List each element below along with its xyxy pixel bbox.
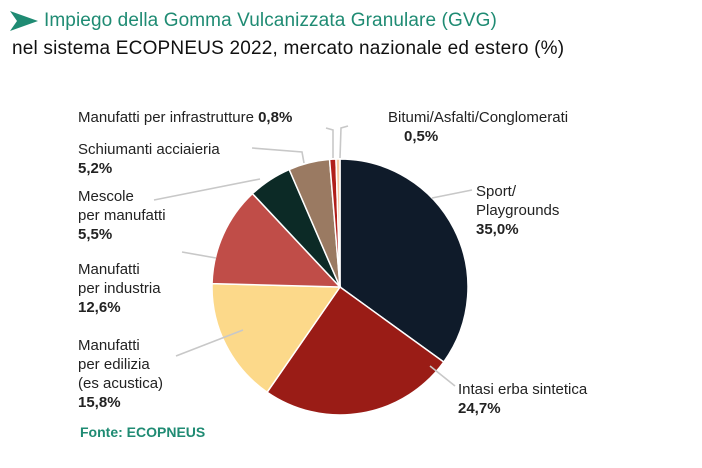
slice-value-1: 24,7% bbox=[458, 400, 501, 417]
chart-subtitle: nel sistema ECOPNEUS 2022, mercato nazio… bbox=[12, 38, 565, 59]
slice-label-2-line-2: (es acustica) bbox=[78, 375, 163, 392]
slice-label-3-line-1: per industria bbox=[78, 280, 161, 297]
leader-line-5 bbox=[251, 147, 305, 164]
slice-label-2-line-0: Manufatti bbox=[78, 337, 140, 354]
arrow-icon bbox=[10, 11, 38, 31]
slice-label-2-line-1: per edilizia bbox=[78, 356, 150, 373]
leader-line-6 bbox=[325, 127, 334, 158]
slice-label-4-line-1: per manufatti bbox=[78, 207, 166, 224]
slice-label-0-line-0: Sport/ bbox=[476, 183, 517, 200]
leader-line-0 bbox=[431, 189, 473, 199]
slice-label-6: Manufatti per infrastrutture 0,8% bbox=[78, 109, 292, 126]
pie-slice-2 bbox=[211, 282, 342, 394]
title-row: Impiego della Gomma Vulcanizzata Granula… bbox=[10, 10, 564, 32]
slice-label-0-line-1: Playgrounds bbox=[476, 202, 559, 219]
pie-slice-1 bbox=[266, 285, 445, 416]
source-note: Fonte: ECOPNEUS bbox=[80, 424, 206, 440]
slice-label-4-line-0: Mescole bbox=[78, 188, 134, 205]
slice-value-5: 5,2% bbox=[78, 160, 112, 177]
slice-value-2: 15,8% bbox=[78, 394, 121, 411]
leader-line-7 bbox=[339, 125, 349, 159]
slice-value-3: 12,6% bbox=[78, 299, 121, 316]
chart-title: Impiego della Gomma Vulcanizzata Granula… bbox=[44, 10, 497, 31]
leader-line-4 bbox=[153, 178, 261, 201]
slice-value-7: 0,5% bbox=[404, 128, 438, 145]
slice-label-5-line-0: Schiumanti acciaieria bbox=[78, 141, 220, 158]
slice-label-7: Bitumi/Asfalti/Conglomerati bbox=[388, 109, 568, 126]
slice-value-4: 5,5% bbox=[78, 226, 112, 243]
pie-slice-7 bbox=[335, 158, 341, 288]
slice-label-3-line-0: Manufatti bbox=[78, 261, 140, 278]
leader-line-2 bbox=[175, 329, 244, 357]
slice-label-1-line-0: Intasi erba sintetica bbox=[458, 381, 588, 398]
chart-header: Impiego della Gomma Vulcanizzata Granula… bbox=[10, 10, 564, 60]
leader-line-1 bbox=[429, 365, 456, 387]
pie-slice-3 bbox=[211, 192, 342, 288]
leader-line-3 bbox=[181, 251, 217, 259]
pie-slice-0 bbox=[339, 158, 469, 364]
slice-value-6: 0,8% bbox=[258, 109, 292, 126]
slice-value-0: 35,0% bbox=[476, 221, 519, 238]
